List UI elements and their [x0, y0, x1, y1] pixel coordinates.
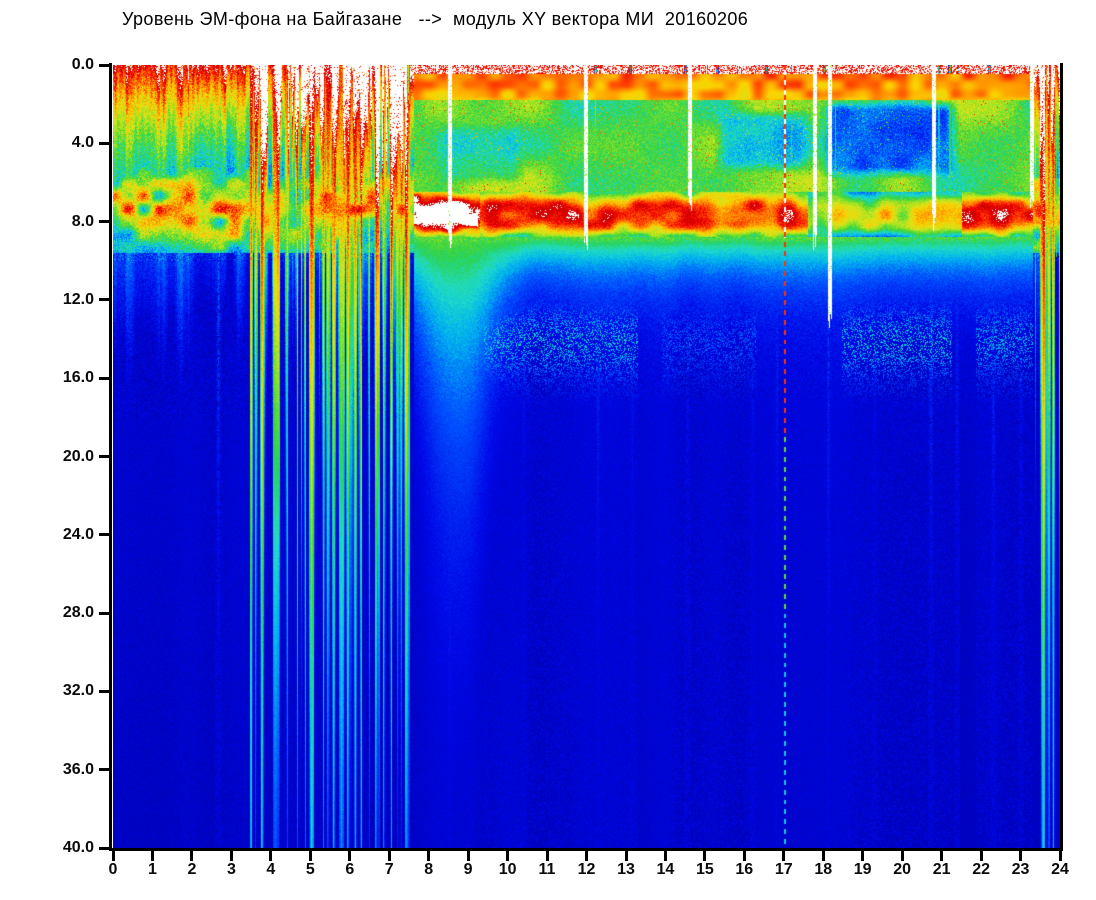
- x-tick-label: 21: [932, 861, 951, 878]
- x-tick-mark: [703, 850, 707, 861]
- x-tick-mark: [900, 850, 904, 861]
- y-tick-mark: [99, 768, 112, 772]
- x-tick-mark: [506, 850, 510, 861]
- y-tick-mark: [99, 455, 112, 458]
- x-tick-mark: [466, 850, 470, 861]
- chart-title: Уровень ЭМ-фона на Байгазане --> модуль …: [122, 9, 749, 29]
- y-tick-mark: [99, 533, 112, 537]
- x-tick-label: 18: [814, 861, 833, 878]
- x-tick-label: 22: [972, 861, 990, 878]
- x-tick-label: 13: [617, 861, 635, 878]
- x-tick-label: 10: [498, 861, 517, 878]
- x-tick-label: 8: [424, 861, 434, 878]
- y-tick-mark: [99, 611, 112, 615]
- spectrogram-heatmap: [113, 65, 1060, 848]
- x-tick-mark: [1019, 850, 1022, 861]
- x-tick-label: 14: [656, 861, 675, 878]
- x-tick-mark: [190, 850, 194, 861]
- y-tick-label: 12.0: [62, 290, 94, 308]
- x-tick-label: 17: [774, 861, 793, 878]
- x-tick-label: 9: [463, 861, 473, 878]
- x-tick-mark: [229, 850, 233, 861]
- y-tick-mark: [99, 63, 112, 67]
- x-axis-line: [109, 848, 1063, 851]
- y-tick-label: 0.0: [71, 56, 94, 73]
- y-tick-label: 24.0: [62, 525, 94, 543]
- x-tick-mark: [821, 850, 825, 861]
- y-tick-label: 16.0: [62, 369, 94, 387]
- x-tick-mark: [1058, 850, 1062, 861]
- y-tick-mark: [99, 376, 112, 380]
- x-tick-label: 0: [108, 861, 118, 878]
- x-tick-mark: [111, 850, 115, 861]
- x-tick-mark: [742, 850, 746, 861]
- x-tick-mark: [624, 850, 628, 861]
- x-tick-mark: [348, 850, 352, 861]
- x-tick-mark: [269, 850, 273, 861]
- y-tick-label: 28.0: [62, 604, 94, 622]
- y-tick-label: 20.0: [62, 447, 94, 465]
- right-border-line: [1060, 63, 1063, 851]
- y-tick-mark: [99, 298, 112, 302]
- x-tick-label: 3: [226, 861, 236, 878]
- x-tick-mark: [585, 850, 588, 861]
- x-tick-label: 19: [853, 861, 872, 878]
- x-tick-mark: [545, 850, 549, 861]
- x-tick-mark: [663, 850, 667, 861]
- x-tick-label: 24: [1051, 861, 1069, 878]
- x-tick-label: 23: [1011, 861, 1030, 878]
- x-tick-mark: [940, 850, 944, 861]
- x-tick-label: 7: [384, 861, 394, 878]
- y-tick-mark: [99, 141, 112, 145]
- x-tick-mark: [308, 850, 312, 861]
- y-tick-mark: [99, 846, 112, 850]
- x-tick-label: 12: [577, 861, 596, 878]
- y-tick-label: 8.0: [71, 212, 94, 230]
- y-tick-mark: [99, 689, 112, 693]
- x-tick-label: 4: [266, 861, 276, 878]
- x-tick-mark: [782, 850, 786, 861]
- y-tick-mark: [99, 220, 112, 224]
- x-tick-label: 20: [893, 861, 912, 878]
- y-tick-label: 32.0: [62, 682, 94, 700]
- x-tick-label: 15: [695, 861, 714, 878]
- x-tick-label: 11: [538, 861, 556, 878]
- x-tick-label: 1: [148, 861, 157, 878]
- x-tick-mark: [387, 850, 391, 861]
- x-tick-mark: [979, 850, 983, 861]
- x-tick-mark: [151, 850, 154, 861]
- x-tick-mark: [861, 850, 865, 861]
- y-tick-label: 36.0: [62, 760, 94, 778]
- x-tick-label: 6: [345, 861, 355, 878]
- y-tick-label: 40.0: [62, 839, 94, 856]
- y-tick-label: 4.0: [71, 134, 94, 152]
- x-tick-label: 16: [735, 861, 754, 878]
- x-tick-label: 5: [305, 861, 315, 878]
- x-tick-label: 2: [187, 861, 197, 878]
- x-tick-mark: [427, 850, 431, 861]
